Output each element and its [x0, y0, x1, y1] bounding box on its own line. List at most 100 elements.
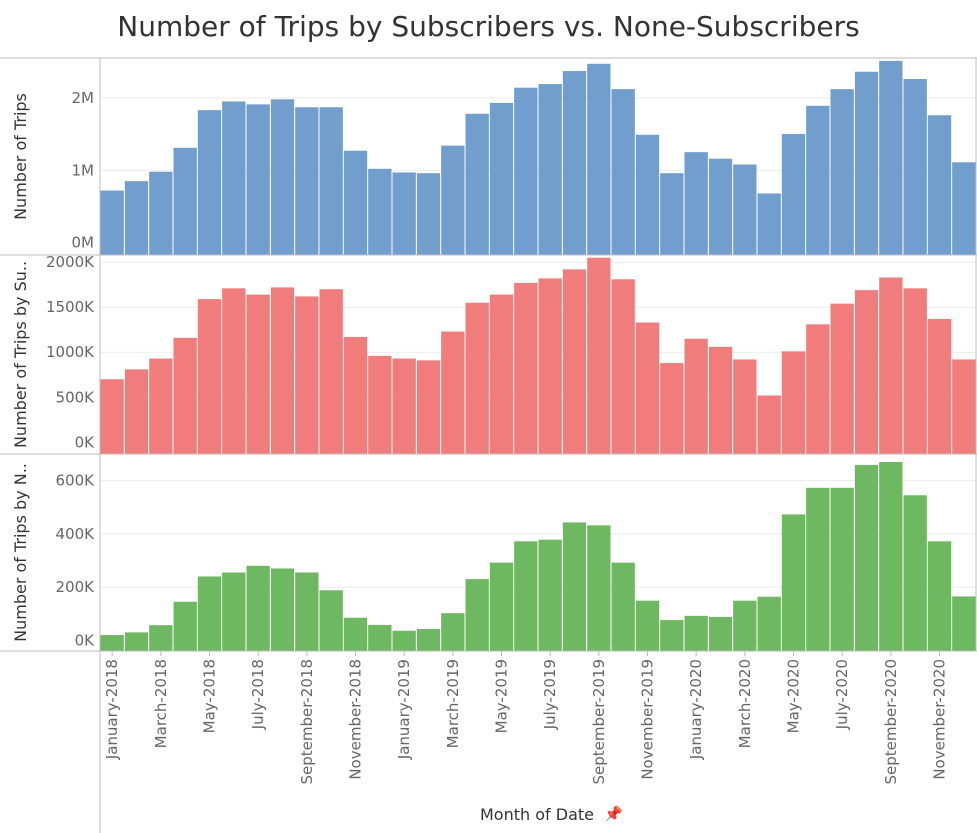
bar: [903, 79, 927, 255]
bar: [368, 355, 392, 454]
bar: [806, 487, 830, 651]
x-tick-label: September-2019: [590, 659, 608, 785]
bar: [830, 89, 854, 256]
bar: [757, 395, 781, 454]
bar: [270, 568, 295, 651]
bar: [465, 113, 489, 256]
bar: [660, 620, 684, 651]
x-tick-label: May-2020: [785, 659, 803, 733]
y-axis-title: Number of Trips by N..: [11, 463, 30, 642]
labels-layer: 0M 1M 2M Number of Trips 0K 500K 1000K 1500K 200…: [11, 89, 949, 785]
bar: [343, 617, 368, 651]
bar: [124, 181, 149, 255]
x-tick-label: September-2020: [882, 659, 900, 785]
bar: [538, 84, 562, 255]
x-tick-label: March-2018: [152, 659, 170, 748]
x-tick-label: January-2019: [395, 659, 413, 760]
bar: [903, 495, 927, 651]
x-tick-label: March-2019: [444, 659, 462, 748]
y-tick-label: 1500K: [46, 298, 95, 316]
bars-layer: [100, 60, 976, 651]
bar: [733, 359, 757, 454]
bar: [611, 279, 635, 454]
x-tick-label: July-2018: [249, 659, 267, 730]
x-tick-label: September-2018: [298, 659, 316, 785]
bar: [416, 360, 441, 454]
bar: [124, 632, 149, 651]
bar: [781, 134, 806, 255]
bar: [197, 110, 222, 255]
bar: [489, 102, 514, 255]
bar: [611, 89, 635, 256]
bar: [757, 596, 781, 651]
bar: [854, 464, 879, 651]
bar: [854, 71, 879, 255]
bar: [295, 107, 319, 255]
frame-layer: [0, 57, 977, 833]
bar: [343, 336, 368, 454]
bar: [830, 487, 854, 651]
bar: [246, 294, 270, 454]
bar: [708, 346, 733, 454]
bar: [684, 152, 708, 255]
bar: [781, 514, 806, 651]
bar: [295, 572, 319, 651]
bar: [319, 289, 343, 454]
bar: [903, 288, 927, 454]
bar: [879, 461, 903, 651]
bar: [295, 296, 319, 454]
chart-title: Number of Trips by Subscribers vs. None-…: [117, 10, 860, 43]
bar: [587, 525, 611, 651]
bar: [149, 625, 173, 651]
bar: [173, 147, 197, 255]
bar: [538, 278, 562, 454]
pin-icon: 📌: [604, 804, 623, 823]
bar: [562, 269, 587, 454]
y-tick-label: 0M: [72, 234, 95, 252]
bar: [635, 322, 660, 454]
bar: [927, 115, 952, 255]
bar: [124, 369, 149, 454]
bar: [222, 101, 246, 256]
bar: [806, 324, 830, 454]
x-tick-label: January-2020: [687, 659, 705, 760]
y-tick-label: 200K: [56, 578, 96, 596]
bar: [879, 60, 903, 255]
bar: [879, 277, 903, 454]
y-tick-label: 0K: [75, 631, 96, 649]
bar: [538, 539, 562, 651]
y-tick-label: 600K: [56, 472, 96, 490]
bar: [952, 162, 976, 255]
bar: [222, 572, 246, 651]
bar: [343, 150, 368, 255]
bar: [465, 302, 489, 454]
bar: [952, 596, 976, 651]
y-tick-label: 400K: [56, 525, 96, 543]
bar: [392, 172, 416, 255]
bar: [392, 630, 416, 651]
bar: [100, 635, 124, 651]
bar: [830, 303, 854, 454]
x-tick-label: March-2020: [736, 659, 754, 748]
bar: [587, 63, 611, 256]
bar: [100, 379, 124, 454]
bar: [684, 615, 708, 651]
bar: [952, 359, 976, 454]
bar: [514, 541, 538, 651]
x-axis-title: Month of Date: [480, 805, 594, 824]
bar: [441, 613, 465, 651]
x-tick-label: May-2018: [201, 659, 219, 733]
bar: [733, 164, 757, 255]
y-tick-label: 1000K: [46, 343, 95, 361]
bar: [173, 601, 197, 651]
bar: [708, 158, 733, 255]
bar: [854, 290, 879, 454]
bar: [100, 190, 124, 255]
bar: [197, 576, 222, 651]
bar: [416, 173, 441, 255]
bar: [806, 105, 830, 255]
y-axis-title: Number of Trips by Su..: [11, 261, 30, 448]
bar: [222, 288, 246, 454]
bar: [319, 590, 343, 651]
bar: [927, 541, 952, 651]
